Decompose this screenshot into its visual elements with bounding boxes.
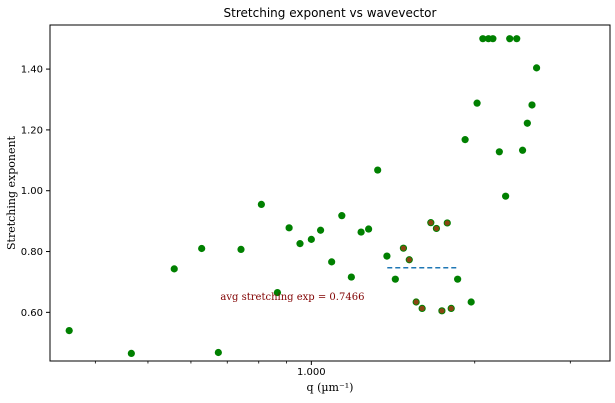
highlighted-point [419,305,425,311]
scatter-point [391,275,399,283]
y-tick-label: 1.20 [21,125,43,136]
scatter-point [365,225,373,233]
highlighted-point [406,257,412,263]
scatter-point [523,119,531,127]
y-tick-label: 0.60 [21,308,43,319]
scatter-point [328,258,336,266]
scatter-point [316,226,325,234]
scatter-point [127,349,135,357]
scatter-point [461,136,469,144]
scatter-point [214,348,222,357]
highlighted-point [444,220,450,226]
scatter-point [65,326,73,335]
scatter-point [237,245,245,254]
scatter-point [170,265,178,273]
scatter-point [285,224,293,232]
y-tick-label: 1.00 [21,186,43,197]
scatter-point [357,228,365,236]
highlighted-point [448,305,454,311]
scatter-point [489,35,497,43]
scatter-point [347,273,355,281]
highlighted-point [400,245,407,251]
scatter-point [296,240,304,248]
scatter-point [383,252,391,260]
x-tick-label: 1.000 [297,367,326,378]
scatter-point [273,288,282,297]
scatter-point [257,200,265,209]
highlighted-point [433,225,440,232]
x-axis-label: q (µm⁻¹) [307,381,354,394]
scatter-point [467,298,475,306]
scatter-point [479,35,487,43]
scatter-point [473,99,481,107]
scatter-point [506,35,514,43]
plot-area: 0.60 0.80 1.00 1.20 1.40 1.000 avg stretching … [21,35,571,378]
highlighted-point [428,220,434,226]
scatter-point [307,235,315,243]
scatter-point [338,212,346,220]
scatter-point [528,101,536,109]
scatter-point [513,35,521,43]
scatter-point [374,166,382,174]
scatter-point [454,275,462,283]
y-tick-label: 1.40 [21,65,43,76]
scatter-point [502,192,510,200]
y-tick-label: 0.80 [21,247,43,258]
plot-frame [49,24,611,362]
highlighted-point [413,299,419,305]
scatter-point [495,148,503,156]
y-axis-label: Stretching exponent [5,135,18,250]
highlighted-point [439,308,445,314]
scatter-point [518,146,527,154]
scatter-point [198,244,206,253]
scatter-point [532,64,541,72]
avg-annotation: avg stretching exp = 0.7466 [220,292,364,303]
chart-title: Stretching exponent vs wavevector [224,6,437,20]
